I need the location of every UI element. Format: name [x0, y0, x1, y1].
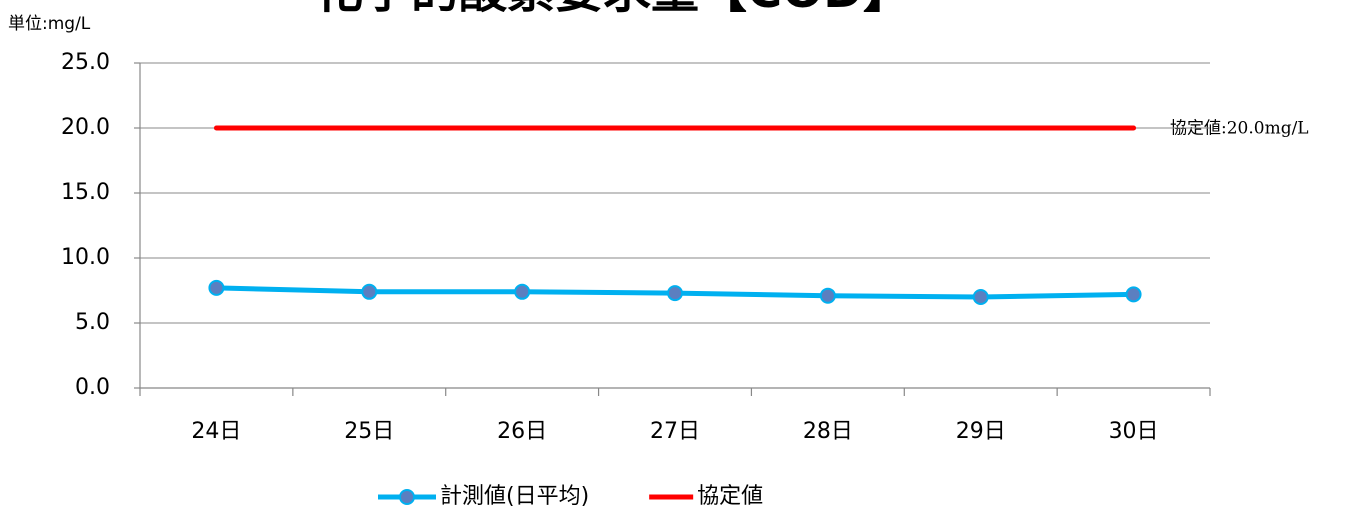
x-tick-label: 28日 [803, 419, 853, 444]
annotation: 協定値:20.0mg/L [1170, 119, 1309, 139]
data-point [667, 285, 683, 302]
y-tick-label: 25.0 [61, 50, 110, 75]
legend-marker [399, 489, 415, 505]
x-tick-label: 30日 [1109, 419, 1159, 444]
legend-label: 計測値(日平均) [440, 484, 589, 509]
data-point [972, 289, 989, 305]
data-point [208, 279, 225, 296]
y-tick-label: 5.0 [75, 310, 110, 335]
y-tick-label: 10.0 [61, 245, 110, 270]
y-tick-label: 20.0 [61, 115, 110, 140]
y-tick-label: 15.0 [61, 180, 110, 205]
data-point [819, 287, 836, 304]
unit-label: 単位:mg/L [8, 14, 91, 34]
data-point [1125, 286, 1142, 303]
x-tick-label: 27日 [650, 419, 700, 444]
chart-title: 化学的酸素要求量【COD】 [315, 0, 911, 19]
x-tick-label: 24日 [191, 419, 241, 444]
legend-label: 協定値 [697, 484, 763, 509]
x-tick-label: 29日 [956, 419, 1006, 444]
data-point [514, 283, 531, 300]
y-tick-label: 0.0 [75, 375, 110, 400]
data-point [361, 283, 378, 300]
x-tick-label: 25日 [344, 419, 394, 444]
x-tick-label: 26日 [497, 419, 547, 444]
